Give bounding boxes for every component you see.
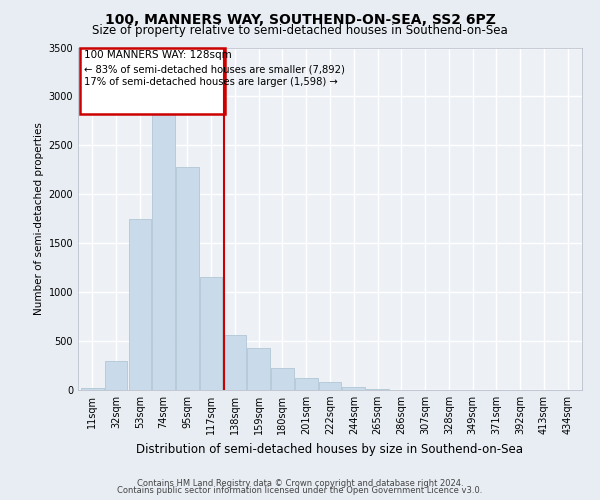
Bar xyxy=(128,219,151,390)
Bar xyxy=(343,387,365,390)
Bar xyxy=(247,348,270,390)
Bar xyxy=(152,106,175,390)
Text: Size of property relative to semi-detached houses in Southend-on-Sea: Size of property relative to semi-detach… xyxy=(92,24,508,37)
Bar xyxy=(176,167,199,390)
Bar xyxy=(81,388,104,390)
Bar xyxy=(271,368,294,390)
Text: ← 83% of semi-detached houses are smaller (7,892): ← 83% of semi-detached houses are smalle… xyxy=(84,64,345,74)
Bar xyxy=(105,360,127,390)
Text: Contains public sector information licensed under the Open Government Licence v3: Contains public sector information licen… xyxy=(118,486,482,495)
Bar xyxy=(319,382,341,390)
X-axis label: Distribution of semi-detached houses by size in Southend-on-Sea: Distribution of semi-detached houses by … xyxy=(137,442,523,456)
Bar xyxy=(295,378,317,390)
Text: 100, MANNERS WAY, SOUTHEND-ON-SEA, SS2 6PZ: 100, MANNERS WAY, SOUTHEND-ON-SEA, SS2 6… xyxy=(104,12,496,26)
Bar xyxy=(224,335,246,390)
Text: 17% of semi-detached houses are larger (1,598) →: 17% of semi-detached houses are larger (… xyxy=(84,78,338,88)
Y-axis label: Number of semi-detached properties: Number of semi-detached properties xyxy=(34,122,44,315)
Bar xyxy=(200,278,223,390)
Text: Contains HM Land Registry data © Crown copyright and database right 2024.: Contains HM Land Registry data © Crown c… xyxy=(137,478,463,488)
FancyBboxPatch shape xyxy=(80,48,226,114)
Bar xyxy=(366,389,389,390)
Text: 100 MANNERS WAY: 128sqm: 100 MANNERS WAY: 128sqm xyxy=(84,50,232,60)
